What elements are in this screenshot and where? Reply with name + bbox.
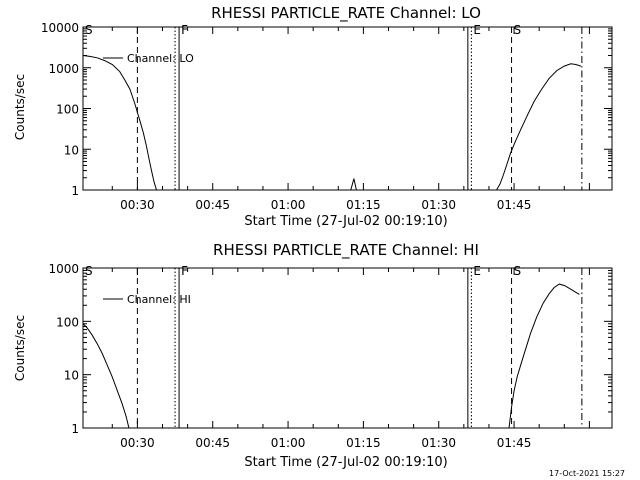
panel-2-ylabel: Counts/sec <box>13 315 27 381</box>
panel-1-x-tick-label: 01:00 <box>271 198 306 212</box>
panel-2-x-tick-label: 01:30 <box>421 436 456 450</box>
panel-2-series-line <box>508 283 580 429</box>
panel-2-y-tick-label: 1000 <box>48 262 79 276</box>
panel-1-series-line <box>83 55 159 191</box>
panel-2-y-tick-label: 100 <box>56 315 79 329</box>
panel-1-x-tick-label: 01:30 <box>421 198 456 212</box>
panel-1-y-tick-label: 1000 <box>48 62 79 76</box>
panel-2-xlabel: Start Time (27-Jul-02 00:19:10) <box>244 455 447 470</box>
panel-1-event-marker-label: S <box>514 23 522 37</box>
panel-1-y-tick-label: 100 <box>56 103 79 117</box>
panel-2-plot-frame <box>82 267 613 429</box>
panel-2-x-tick-label: 01:15 <box>346 436 381 450</box>
panel-2-legend-label: Channel: HI <box>127 293 191 306</box>
panel-1-event-marker-label: E <box>473 23 481 37</box>
panel-2-y-tick-label: 10 <box>64 369 79 383</box>
panel-1-y-tick-label: 10000 <box>41 21 79 35</box>
panel-1-event-marker-label: S <box>85 23 93 37</box>
panel-2-x-tick-label: 01:00 <box>271 436 306 450</box>
panel-2-x-tick-label: 00:45 <box>195 436 230 450</box>
panel-2-event-marker-label: S <box>514 264 522 278</box>
panel-1-ylabel: Counts/sec <box>13 74 27 140</box>
panel-1-event-marker-label: F <box>181 23 188 37</box>
timestamp: 17-Oct-2021 15:27 <box>549 469 625 478</box>
panel-1-series-line <box>350 178 357 191</box>
panel-2-x-tick-label: 01:45 <box>497 436 532 450</box>
panel-2-event-marker-label: S <box>85 264 93 278</box>
panel-2-title: RHESSI PARTICLE_RATE Channel: HI <box>213 241 479 260</box>
panel-1-x-tick-label: 01:15 <box>346 198 381 212</box>
panel-2-series-line <box>82 323 130 429</box>
panel-1-x-tick-label: 00:45 <box>195 198 230 212</box>
panel-1-x-tick-label: 01:45 <box>497 198 532 212</box>
panel-1-y-tick-label: 10 <box>64 143 79 157</box>
panel-2-x-tick-label: 00:30 <box>120 436 155 450</box>
panel-1-legend-label: Channel: LO <box>127 52 194 65</box>
panel-2-y-tick-label: 1 <box>71 422 79 436</box>
panel-1-series-line <box>496 63 582 191</box>
panel-1-x-tick-label: 00:30 <box>120 198 155 212</box>
panel-1-xlabel: Start Time (27-Jul-02 00:19:10) <box>244 214 447 229</box>
panel-1-title: RHESSI PARTICLE_RATE Channel: LO <box>211 4 481 23</box>
panel-2-event-marker-label: E <box>473 264 481 278</box>
panel-2-event-marker-label: F <box>181 264 188 278</box>
panel-1-y-tick-label: 1 <box>71 184 79 198</box>
